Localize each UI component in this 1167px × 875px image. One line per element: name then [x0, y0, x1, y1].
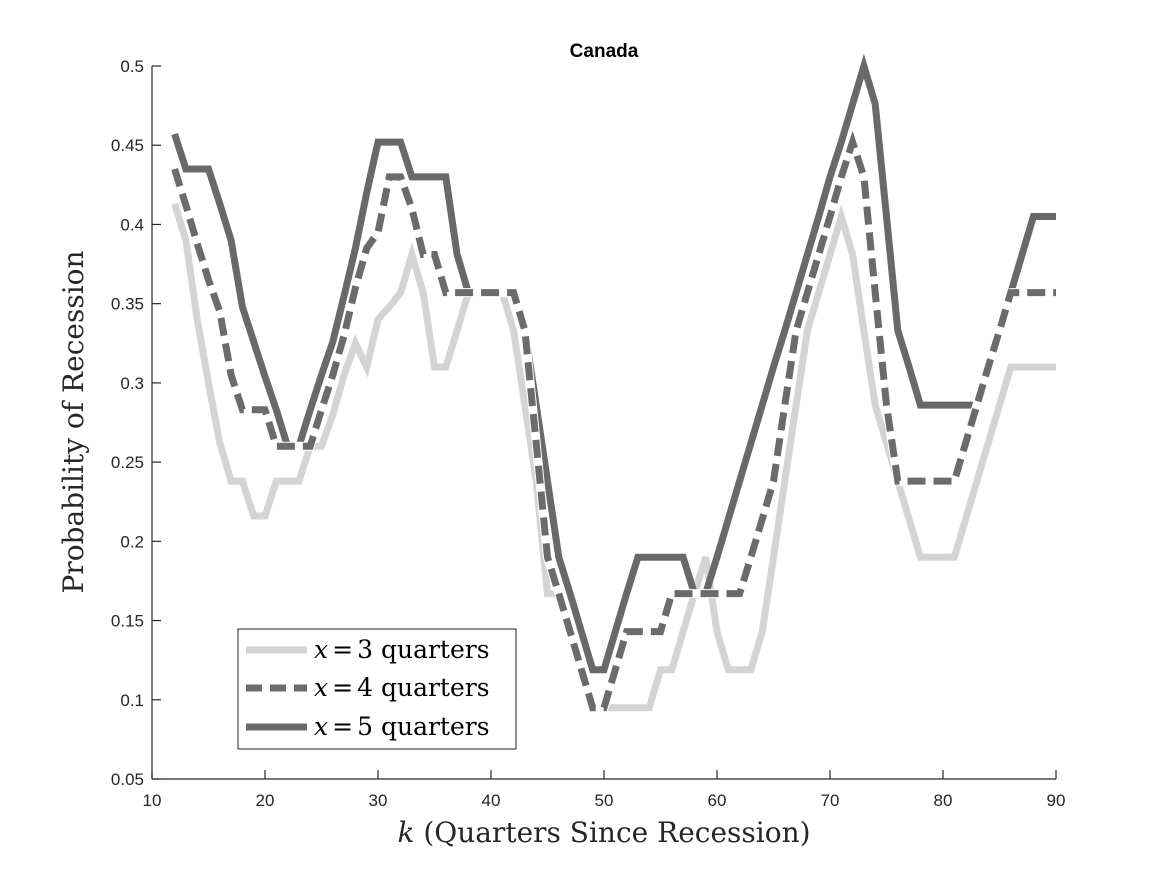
- x-axis-label-text: (Quarters Since Recession): [423, 816, 810, 849]
- y-tick-label: 0.1: [120, 691, 144, 710]
- y-tick-label: 0.3: [120, 374, 144, 393]
- series-line-x5-quarters: [171, 53, 1056, 674]
- y-tick-label: 0.2: [120, 532, 144, 551]
- x-tick-label: 20: [256, 791, 275, 810]
- x-tick-label: 60: [708, 791, 727, 810]
- legend-entry-x3: x = 3 quarters: [314, 635, 490, 664]
- x-tick-label: 10: [143, 791, 162, 810]
- legend: x = 3 quarters x = 4 quarters x = 5 quarters: [237, 628, 517, 750]
- x-tick-label: 80: [934, 791, 953, 810]
- x-tick-label: 40: [482, 791, 501, 810]
- x-tick-label: 30: [369, 791, 388, 810]
- y-tick-label: 0.05: [111, 770, 144, 789]
- series-line-x3-quarters: [171, 202, 1056, 712]
- x-ticks: 10 20 30 40 50 60 70 80 90: [143, 770, 1066, 810]
- x-tick-label: 70: [821, 791, 840, 810]
- chart-title: Canada: [570, 41, 639, 62]
- legend-entry-x5: x = 5 quarters: [314, 712, 490, 741]
- y-tick-label: 0.15: [111, 612, 144, 631]
- x-tick-label: 50: [595, 791, 614, 810]
- y-axis-label: Probability of Recession: [57, 250, 90, 593]
- x-tick-label: 90: [1047, 791, 1066, 810]
- x-axis-label: k (Quarters Since Recession): [397, 816, 810, 849]
- y-tick-label: 0.4: [120, 215, 144, 234]
- y-tick-label: 0.45: [111, 136, 144, 155]
- legend-entry-x4: x = 4 quarters: [314, 673, 490, 702]
- x-axis-variable: k: [397, 816, 414, 849]
- series-line-x4-quarters: [171, 130, 1056, 712]
- y-tick-label: 0.35: [111, 295, 144, 314]
- y-ticks: 0.05 0.1 0.15 0.2 0.25 0.3 0.35 0.4 0.45 0.5: [111, 57, 161, 789]
- series-layer: [170, 53, 1056, 713]
- y-tick-label: 0.5: [120, 57, 144, 76]
- y-tick-label: 0.25: [111, 453, 144, 472]
